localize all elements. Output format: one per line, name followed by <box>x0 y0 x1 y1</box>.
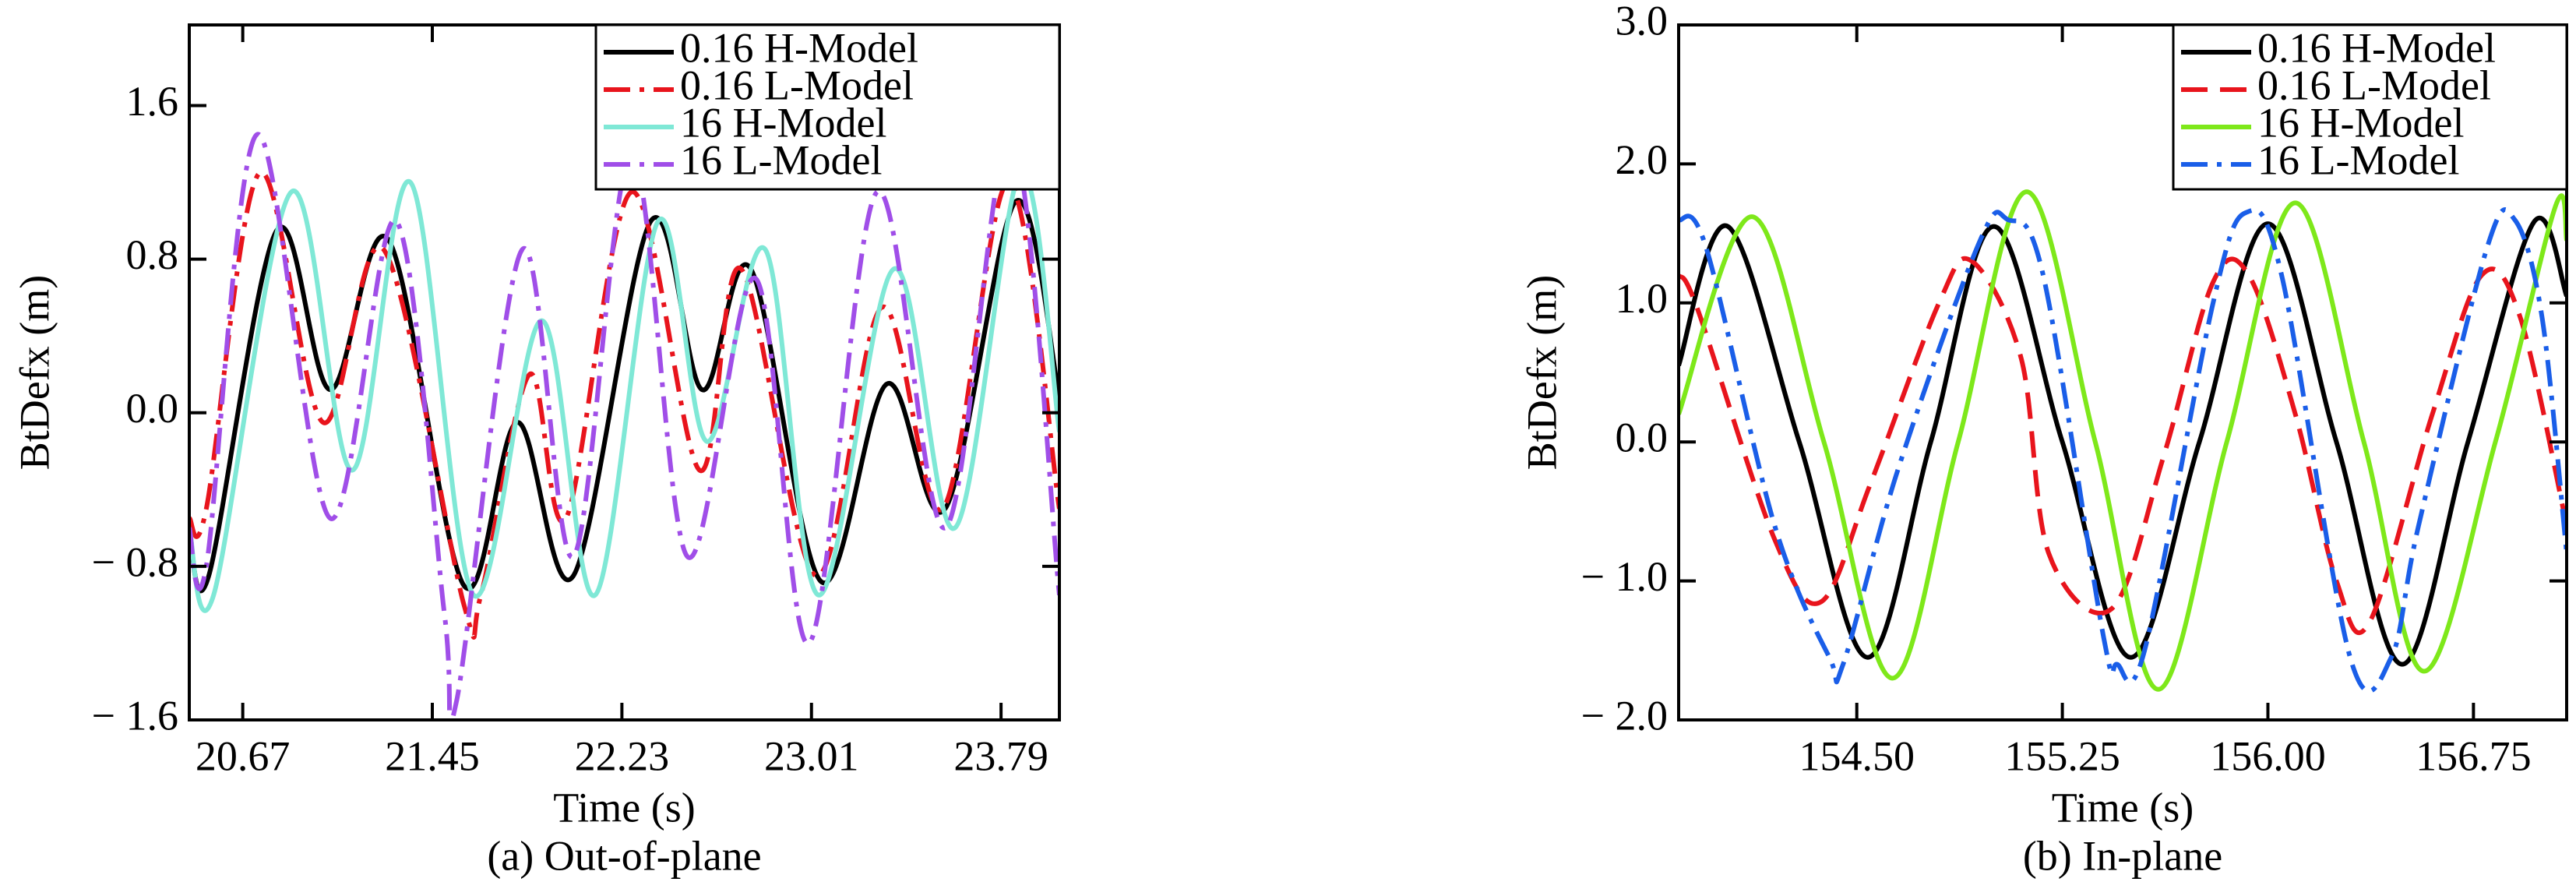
y-tick-label: 0.0 <box>1616 414 1669 461</box>
y-axis-label: BtDefx (m) <box>11 275 58 470</box>
legend-label: 0.16 H-Model <box>680 24 918 71</box>
series-line <box>189 132 1059 720</box>
x-tick-label: 23.79 <box>953 732 1048 779</box>
legend-label: 16 L-Model <box>2257 136 2459 183</box>
y-tick-label: 3.0 <box>1616 0 1669 44</box>
y-tick-label: − 1.0 <box>1581 553 1668 600</box>
series-line <box>1679 256 2567 636</box>
y-tick-label: − 1.6 <box>92 692 178 739</box>
chart-caption: (b) In-plane <box>2023 832 2222 879</box>
legend-label: 16 H-Model <box>680 99 886 146</box>
x-axis-label: Time (s) <box>553 784 696 831</box>
y-tick-label: 0.0 <box>126 385 179 432</box>
plot-frame <box>1677 23 2568 721</box>
y-tick-label: 1.0 <box>1616 275 1669 322</box>
y-tick-label: 2.0 <box>1616 136 1669 183</box>
legend-label: 16 H-Model <box>2257 99 2464 146</box>
legend-label: 0.16 H-Model <box>2257 24 2496 71</box>
y-tick-label: 1.6 <box>126 78 179 125</box>
legend-label: 0.16 L-Model <box>2257 62 2491 108</box>
chart-panel: 154.50 155.25 156.00 156.75 − 2.0 − 1.0 0.0 1.0… <box>1518 0 2568 879</box>
x-axis-label: Time (s) <box>2052 784 2194 831</box>
series-line <box>189 198 1059 594</box>
y-tick-label: 0.8 <box>126 231 179 278</box>
x-tick-label: 20.67 <box>196 732 291 779</box>
chart-panel: 20.67 21.45 22.23 23.01 23.79 − 1.6 − 0.8 0.0 0.… <box>11 23 1061 879</box>
legend-box <box>594 23 1061 191</box>
series-line <box>189 169 1059 613</box>
y-axis-label: BtDefx (m) <box>1518 275 1565 470</box>
y-tick-label: − 0.8 <box>92 538 178 585</box>
series-line <box>1679 207 2567 693</box>
legend-label: 0.16 L-Model <box>680 62 914 108</box>
legend-label: 16 L-Model <box>680 136 882 183</box>
chart-caption: (a) Out-of-plane <box>487 832 761 879</box>
series-line <box>1679 216 2567 667</box>
x-tick-label: 154.50 <box>1799 732 1915 779</box>
x-tick-label: 21.45 <box>385 732 480 779</box>
series-line <box>189 170 1059 640</box>
x-tick-label: 23.01 <box>764 732 859 779</box>
series-line <box>1679 189 2567 692</box>
x-tick-label: 156.75 <box>2416 732 2532 779</box>
x-tick-label: 22.23 <box>575 732 670 779</box>
y-tick-label: − 2.0 <box>1581 692 1668 739</box>
x-tick-label: 155.25 <box>2004 732 2120 779</box>
x-tick-label: 156.00 <box>2210 732 2326 779</box>
